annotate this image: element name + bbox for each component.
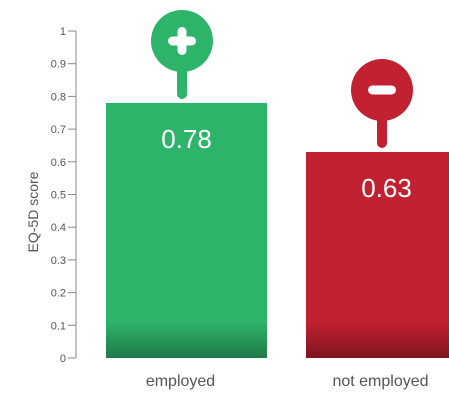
bar-employed — [106, 102, 267, 358]
y-tick-label: 0.3 — [51, 255, 66, 267]
x-category-label: not employed — [332, 373, 428, 390]
x-category-label: employed — [146, 373, 215, 390]
y-tick-label: 0.1 — [51, 320, 66, 332]
y-tick-label: 0.9 — [51, 59, 66, 71]
y-tick-label: 0.8 — [51, 91, 66, 103]
y-axis: 0 0.1 0.2 0.3 0.4 0.5 0.6 0.7 0.8 0.9 1 — [51, 26, 77, 365]
bar-shade — [106, 322, 267, 358]
y-tick-label: 0.6 — [51, 157, 66, 169]
bar-shade — [306, 322, 449, 358]
bar-value-label: 0.63 — [361, 173, 412, 203]
plus-icon — [151, 9, 213, 99]
y-tick-label: 0.7 — [51, 124, 66, 136]
bar-value-label: 0.78 — [161, 124, 212, 154]
category-labels: employed not employed — [146, 373, 429, 390]
y-axis-label: EQ-5D score — [25, 171, 41, 252]
minus-icon — [351, 58, 413, 148]
y-tick-label: 1 — [60, 26, 66, 38]
y-tick-label: 0.5 — [51, 190, 66, 202]
y-tick-label: 0 — [60, 353, 66, 365]
bars: 0.78 0.63 — [106, 9, 449, 358]
y-tick-label: 0.2 — [51, 288, 66, 300]
y-tick-label: 0.4 — [51, 222, 66, 234]
